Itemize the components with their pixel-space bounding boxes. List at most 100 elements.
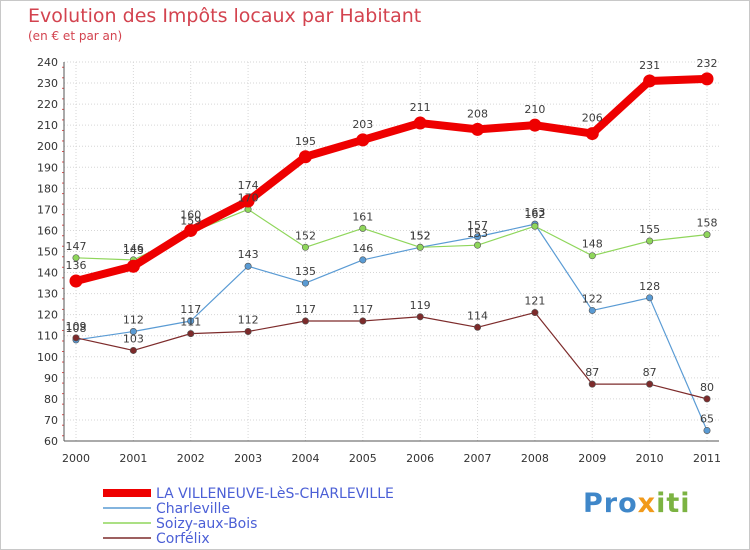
chart-subtitle: (en € et par an) [28, 29, 123, 43]
series-point-3 [646, 380, 654, 388]
data-label: 143 [123, 244, 144, 257]
data-label: 80 [700, 381, 714, 394]
data-label: 119 [410, 299, 431, 312]
legend: LA VILLENEUVE-LèS-CHARLEVILLECharleville… [103, 486, 394, 547]
data-label: 87 [643, 366, 657, 379]
series-point-0 [298, 150, 312, 164]
x-tick-label: 2008 [521, 452, 549, 465]
data-label: 203 [352, 118, 373, 131]
data-label: 87 [585, 366, 599, 379]
x-tick-label: 2005 [349, 452, 377, 465]
x-tick-label: 2000 [62, 452, 90, 465]
x-tick-label: 2004 [291, 452, 319, 465]
series-point-1 [301, 279, 309, 287]
series-point-1 [359, 256, 367, 264]
series-point-0 [126, 259, 140, 273]
y-tick-label: 60 [44, 435, 58, 448]
y-tick-label: 210 [37, 119, 58, 132]
data-label: 117 [180, 303, 201, 316]
data-label: 163 [524, 206, 545, 219]
x-tick-label: 2003 [234, 452, 262, 465]
data-label: 121 [524, 295, 545, 308]
y-tick-label: 190 [37, 161, 58, 174]
y-tick-label: 130 [37, 288, 58, 301]
series-point-2 [416, 243, 424, 251]
data-label: 122 [582, 292, 603, 305]
data-label: 211 [410, 101, 431, 114]
x-tick-label: 2011 [693, 452, 721, 465]
series-point-3 [588, 380, 596, 388]
data-label: 117 [295, 303, 316, 316]
y-tick-label: 240 [37, 56, 58, 69]
series-point-0 [356, 133, 370, 147]
data-label: 108 [66, 322, 87, 335]
series-point-1 [474, 233, 482, 241]
series-point-0 [585, 127, 599, 141]
series-point-2 [359, 224, 367, 232]
series-point-3 [703, 395, 711, 403]
data-label: 147 [66, 240, 87, 253]
series-point-3 [474, 323, 482, 331]
y-tick-label: 170 [37, 203, 58, 216]
y-tick-label: 230 [37, 77, 58, 90]
grid-layer [64, 61, 719, 442]
data-label: 135 [295, 265, 316, 278]
series-point-0 [413, 116, 427, 130]
data-label: 114 [467, 309, 488, 322]
data-label: 158 [697, 217, 718, 230]
series-point-0 [471, 122, 485, 136]
data-label: 153 [467, 227, 488, 240]
series-point-2 [474, 241, 482, 249]
series-point-2 [531, 222, 539, 230]
data-label: 143 [238, 248, 259, 261]
data-label: 159 [180, 215, 201, 228]
y-tick-label: 70 [44, 414, 58, 427]
series-point-0 [700, 72, 714, 86]
data-label: 157 [467, 219, 488, 232]
legend-label-3: Corfélix [156, 531, 210, 547]
y-tick-label: 200 [37, 140, 58, 153]
series-point-1 [129, 328, 137, 336]
data-label: 112 [123, 314, 144, 327]
logo-part-1: Pro [583, 488, 638, 519]
series-line-0 [72, 74, 711, 285]
y-tick-label: 80 [44, 393, 58, 406]
logo-part-3: iti [656, 488, 691, 519]
series-line-1 [75, 223, 708, 432]
y-tick-label: 150 [37, 246, 58, 259]
data-label: 210 [524, 103, 545, 116]
x-tick-label: 2009 [578, 452, 606, 465]
data-label: 128 [639, 280, 660, 293]
logo-part-2: x [637, 488, 657, 519]
data-label: 161 [352, 210, 373, 223]
x-tick-label: 2007 [464, 452, 492, 465]
axis-layer: 60 70 80 90 100 110 120 130 140 150 160 170 180 190 20… [37, 56, 721, 465]
series-point-1 [646, 294, 654, 302]
y-tick-label: 110 [37, 330, 58, 343]
series-point-1 [187, 317, 195, 325]
data-label: 111 [180, 316, 201, 329]
y-tick-label: 180 [37, 182, 58, 195]
data-label: 162 [524, 208, 545, 221]
data-label: 206 [582, 112, 603, 125]
data-label: 152 [410, 229, 431, 242]
series-layer [69, 72, 714, 434]
y-tick-label: 140 [37, 267, 58, 280]
series-point-1 [588, 306, 596, 314]
series-point-3 [244, 328, 252, 336]
data-label: 136 [66, 259, 87, 272]
series-line-3 [75, 311, 708, 400]
x-tick-label: 2001 [119, 452, 147, 465]
data-label: 152 [410, 229, 431, 242]
series-point-3 [531, 309, 539, 317]
data-label: 208 [467, 107, 488, 120]
series-point-2 [72, 254, 80, 262]
series-point-3 [301, 317, 309, 325]
series-point-0 [184, 223, 198, 237]
series-point-3 [72, 334, 80, 342]
y-tick-label: 160 [37, 224, 58, 237]
proxiti-logo: Proxiti [583, 488, 691, 519]
